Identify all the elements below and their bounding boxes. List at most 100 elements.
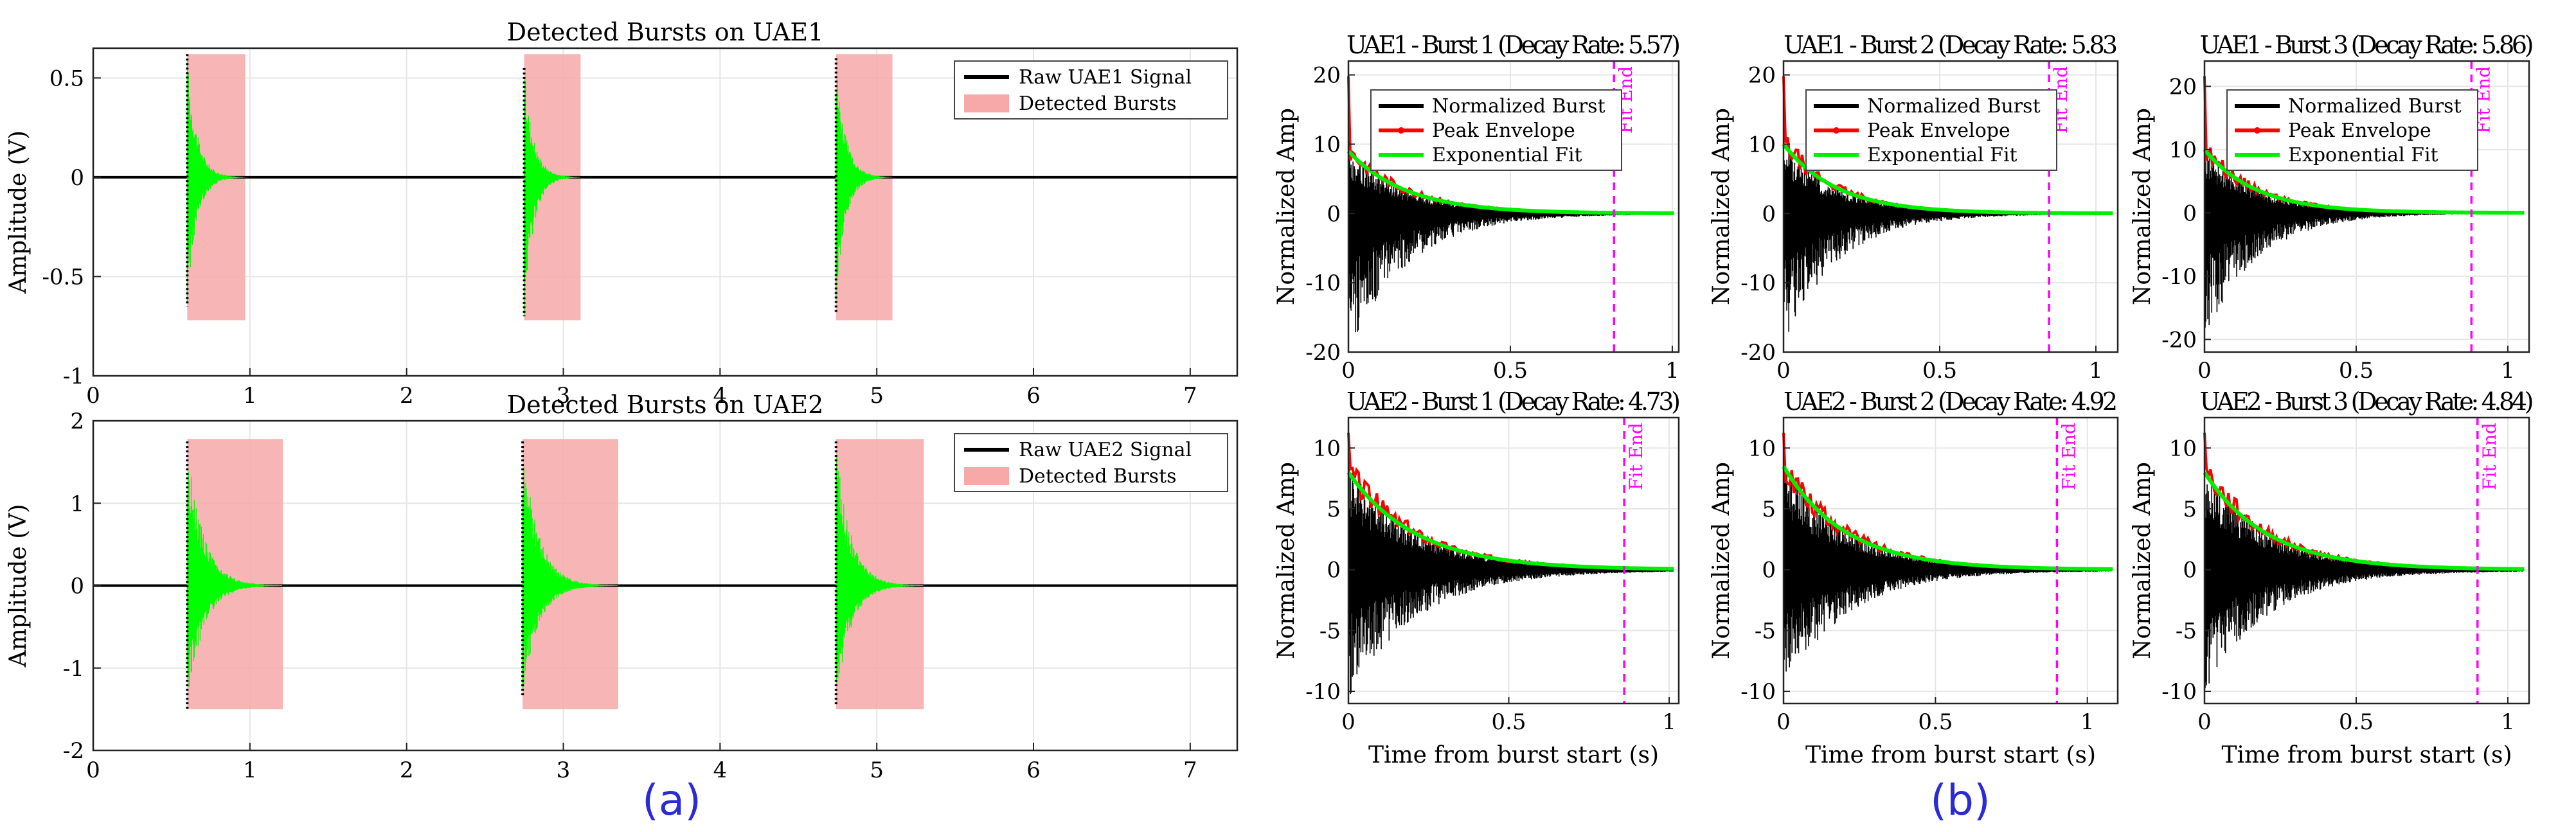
caption-b: (b) bbox=[1930, 775, 1990, 825]
chart-title: UAE1 - Burst 2 (Decay Rate: 5.83 bbox=[1784, 31, 2118, 59]
legend-label-1: Normalized Burst bbox=[1867, 95, 2041, 118]
overview-chart-1: 0 1 2 3 4 5 6 7 -1 -0.5 0 0.5 Detected Bursts on UAE… bbox=[5, 18, 1239, 409]
normalized-burst bbox=[2204, 479, 2525, 692]
chart-title: UAE2 - Burst 2 (Decay Rate: 4.92 bbox=[1784, 387, 2118, 416]
y-tick-label: 10 bbox=[1313, 436, 1341, 461]
legend-label-region: Detected Bursts bbox=[1019, 465, 1177, 488]
axes-box bbox=[92, 47, 1239, 377]
exponential-fit bbox=[1346, 150, 1674, 215]
y-tick-label: -1 bbox=[63, 656, 84, 682]
y-tick-label: -10 bbox=[1305, 270, 1341, 296]
x-tick-label: 0 bbox=[1341, 709, 1355, 735]
x-tick-label: 5 bbox=[870, 383, 884, 409]
legend-marker-envelope bbox=[2254, 127, 2260, 134]
y-tick-label: 1 bbox=[70, 491, 84, 517]
y-tick-label: 10 bbox=[1748, 436, 1776, 461]
x-tick-label: 1 bbox=[2089, 358, 2103, 384]
y-axis-label: Normalized Amp bbox=[2129, 462, 2156, 659]
burst-signal-2 bbox=[523, 78, 580, 315]
x-tick-label: 0.5 bbox=[2339, 709, 2374, 735]
x-tick-label: 0 bbox=[1341, 358, 1355, 384]
legend-marker-envelope bbox=[1398, 127, 1404, 134]
axes-box bbox=[1782, 416, 2119, 705]
y-tick-label: -5 bbox=[1755, 618, 1776, 644]
x-tick-label: 0 bbox=[1776, 358, 1791, 384]
y-tick-label: -10 bbox=[2161, 264, 2197, 290]
y-tick-label: 0 bbox=[70, 574, 84, 599]
x-tick-label: 0 bbox=[2197, 358, 2212, 384]
exponential-fit bbox=[2203, 471, 2525, 571]
x-axis-label: Time from burst start (s) bbox=[1368, 742, 1659, 768]
y-tick-label: 0 bbox=[1762, 558, 1776, 583]
y-tick-label: 0 bbox=[1762, 201, 1776, 227]
x-tick-label: 1 bbox=[243, 757, 257, 783]
chart-title: UAE1 - Burst 3 (Decay Rate: 5.86) bbox=[2200, 31, 2534, 59]
y-axis-label: Normalized Amp bbox=[1708, 462, 1735, 659]
legend: Raw UAE2 Signal Detected Bursts bbox=[954, 433, 1228, 492]
chart-title: UAE1 - Burst 1 (Decay Rate: 5.57) bbox=[1346, 31, 1681, 59]
x-tick-label: 5 bbox=[870, 757, 884, 783]
burst-signal-2 bbox=[522, 467, 618, 689]
exponential-fit bbox=[1346, 471, 1674, 571]
y-tick-label: 0.5 bbox=[49, 66, 84, 91]
x-tick-label: 7 bbox=[1183, 757, 1197, 783]
y-tick-label: -5 bbox=[1319, 618, 1341, 644]
legend-box bbox=[2226, 89, 2478, 171]
legend-swatch-region bbox=[964, 467, 1009, 485]
y-tick-label: 0 bbox=[70, 165, 84, 191]
y-tick-label: 10 bbox=[2169, 137, 2197, 163]
y-tick-label: 20 bbox=[1748, 63, 1776, 89]
chart-title: UAE2 - Burst 1 (Decay Rate: 4.73) bbox=[1346, 387, 1681, 416]
caption-a: (a) bbox=[642, 775, 701, 825]
x-axis-label: Time from burst start (s) bbox=[1805, 742, 2096, 768]
exponential-fit bbox=[1782, 143, 2113, 216]
y-tick-label: -10 bbox=[1740, 679, 1776, 705]
y-tick-label: -20 bbox=[2161, 327, 2197, 353]
panel-a: 0 1 2 3 4 5 6 7 -1 -0.5 0 0.5 Detected Bursts on UAE… bbox=[5, 18, 1239, 783]
y-tick-label: 0 bbox=[1327, 558, 1341, 583]
fit-end-label: Fit End bbox=[1625, 423, 1647, 490]
legend-label-region: Detected Bursts bbox=[1019, 93, 1177, 115]
burst-signal-3 bbox=[836, 456, 924, 684]
x-tick-label: 0.5 bbox=[1922, 358, 1957, 384]
x-tick-label: 1 bbox=[243, 383, 257, 409]
x-tick-label: 3 bbox=[557, 757, 571, 783]
x-tick-label: 0.5 bbox=[1493, 358, 1528, 384]
x-axis-label: Time from burst start (s) bbox=[2221, 742, 2512, 768]
x-tick-label: 4 bbox=[713, 757, 728, 783]
y-tick-label: -20 bbox=[1305, 340, 1341, 366]
x-tick-label: 0 bbox=[1776, 709, 1791, 735]
x-tick-label: 1 bbox=[1665, 358, 1679, 384]
fit-end-label: Fit End bbox=[2058, 423, 2079, 490]
legend-label-1: Normalized Burst bbox=[1432, 95, 1606, 118]
y-axis-label: Amplitude (V) bbox=[5, 504, 31, 668]
y-tick-label: -10 bbox=[1305, 679, 1341, 705]
x-tick-label: 6 bbox=[1026, 383, 1041, 409]
x-tick-label: 2 bbox=[400, 757, 414, 783]
y-tick-label: 10 bbox=[1313, 132, 1341, 157]
legend-label-2: Peak Envelope bbox=[2288, 119, 2431, 142]
y-tick-label: 5 bbox=[1762, 497, 1776, 522]
chart-title: Detected Bursts on UAE2 bbox=[507, 391, 824, 419]
x-tick-label: 0.5 bbox=[2339, 358, 2374, 384]
y-tick-label: 0 bbox=[2183, 558, 2197, 583]
x-tick-label: 0 bbox=[86, 383, 100, 409]
y-tick-label: 10 bbox=[1748, 132, 1776, 157]
y-tick-label: -20 bbox=[1740, 340, 1776, 366]
x-tick-label: 7 bbox=[1183, 383, 1197, 409]
chart-title: UAE2 - Burst 3 (Decay Rate: 4.84) bbox=[2200, 387, 2534, 416]
x-tick-label: 6 bbox=[1026, 757, 1041, 783]
legend-label-3: Exponential Fit bbox=[1867, 144, 2017, 166]
burst-signal-3 bbox=[836, 80, 892, 300]
x-tick-label: 2 bbox=[400, 383, 414, 409]
y-axis-label: Normalized Amp bbox=[1708, 108, 1735, 305]
legend-label-1: Normalized Burst bbox=[2288, 95, 2462, 118]
legend-label-3: Exponential Fit bbox=[2288, 144, 2438, 166]
axes-box bbox=[1347, 60, 1680, 353]
